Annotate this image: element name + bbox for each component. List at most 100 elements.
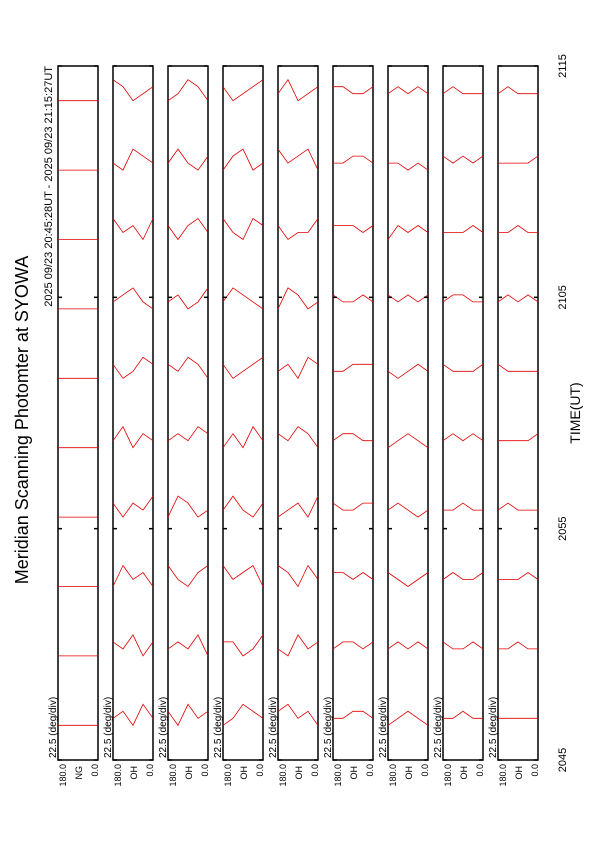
- scan-trace: [167, 356, 209, 379]
- scan-trace: [277, 703, 319, 726]
- panel-frame: [167, 65, 209, 761]
- panel-frame: [277, 65, 319, 761]
- scan-trace: [332, 641, 374, 650]
- x-axis-label: TIME(UT): [567, 382, 583, 443]
- panel-frame: [222, 65, 264, 761]
- scan-trace: [498, 225, 538, 233]
- channel-label: NG: [74, 766, 84, 780]
- y-tick-label: 180.0: [113, 764, 123, 787]
- y-tick-label: 180.0: [443, 764, 453, 787]
- scan-trace: [112, 356, 154, 379]
- scan-trace: [498, 433, 539, 442]
- scan-trace: [442, 363, 484, 372]
- scan-trace: [112, 287, 154, 310]
- scan-trace: [333, 363, 373, 372]
- y-tick-label: 0.0: [200, 764, 210, 777]
- scale-label: 22.5 (deg/div): [213, 697, 224, 758]
- y-tick-label: 180.0: [58, 764, 68, 787]
- scale-label: 22.5 (deg/div): [378, 697, 389, 758]
- chart-title: Meridian Scanning Photomter at SYOWA: [12, 256, 32, 584]
- scan-trace: [222, 495, 264, 518]
- y-tick-label: 0.0: [255, 764, 265, 777]
- y-tick-label: 0.0: [310, 764, 320, 777]
- scan-trace: [333, 86, 374, 95]
- panel-frame: [497, 65, 539, 761]
- channel-label: OH: [129, 766, 139, 780]
- y-tick-label: 180.0: [223, 764, 233, 787]
- scan-trace: [442, 641, 484, 650]
- scan-trace: [277, 495, 319, 518]
- scan-trace: [112, 703, 154, 727]
- scan-trace: [442, 155, 484, 164]
- scan-trace: [167, 426, 209, 442]
- scan-trace: [277, 218, 319, 241]
- scan-trace: [222, 79, 264, 102]
- x-tick-label: 2105: [557, 285, 569, 309]
- scan-trace: [387, 572, 429, 587]
- scan-trace: [497, 502, 538, 511]
- scan-trace: [277, 356, 319, 380]
- scan-trace: [277, 634, 319, 657]
- scan-trace: [387, 433, 429, 449]
- scan-trace: [497, 86, 538, 95]
- scan-trace: [222, 356, 264, 379]
- scan-trace: [112, 79, 154, 102]
- scan-trace: [167, 634, 209, 657]
- y-tick-label: 0.0: [420, 764, 430, 777]
- scan-trace: [222, 425, 264, 449]
- x-tick-label: 2055: [557, 516, 569, 540]
- scan-trace: [222, 217, 264, 241]
- scan-trace: [497, 294, 539, 303]
- scan-trace: [387, 502, 429, 518]
- y-tick-label: 180.0: [278, 764, 288, 787]
- scan-trace: [387, 224, 429, 240]
- scan-trace: [443, 502, 483, 511]
- channel-label: OH: [459, 766, 469, 780]
- channel-label: OH: [184, 766, 194, 780]
- scale-label: 22.5 (deg/div): [103, 697, 114, 758]
- scan-trace: [442, 572, 484, 580]
- scan-trace: [222, 287, 264, 310]
- y-tick-label: 0.0: [475, 764, 485, 777]
- y-tick-label: 180.0: [498, 764, 508, 787]
- scan-trace: [498, 641, 538, 650]
- y-tick-label: 0.0: [145, 764, 155, 777]
- scan-trace: [442, 294, 483, 303]
- channel-label: OH: [404, 766, 414, 780]
- scan-trace: [167, 217, 209, 241]
- x-tick-label: 2115: [557, 54, 569, 78]
- scan-trace: [277, 426, 319, 448]
- y-tick-label: 0.0: [90, 764, 100, 777]
- panel-frame: [442, 65, 484, 761]
- scale-label: 22.5 (deg/div): [488, 697, 499, 758]
- channel-label: OH: [514, 766, 524, 780]
- scan-trace: [112, 148, 154, 171]
- scan-trace: [167, 148, 209, 171]
- scan-trace: [167, 287, 209, 310]
- y-tick-label: 180.0: [168, 764, 178, 787]
- scan-trace: [387, 294, 429, 303]
- y-tick-label: 180.0: [333, 764, 343, 787]
- scan-trace: [167, 703, 209, 727]
- scale-label: 22.5 (deg/div): [433, 697, 444, 758]
- channel-label: OH: [239, 766, 249, 780]
- panel-frame: [112, 65, 154, 761]
- panel-frame: [387, 65, 429, 761]
- scan-trace: [222, 703, 264, 726]
- scan-trace: [498, 572, 539, 580]
- scan-trace: [387, 86, 429, 95]
- scan-trace: [442, 433, 484, 442]
- scan-trace: [443, 225, 484, 233]
- scan-trace: [167, 565, 209, 588]
- scan-trace: [167, 495, 209, 518]
- scan-trace: [387, 363, 429, 379]
- scan-trace: [277, 148, 319, 171]
- channel-label: OH: [349, 766, 359, 780]
- scan-trace: [498, 155, 539, 164]
- y-tick-label: 0.0: [365, 764, 375, 777]
- scale-label: 22.5 (deg/div): [323, 697, 334, 758]
- scan-trace: [277, 287, 319, 310]
- scan-trace: [277, 564, 319, 588]
